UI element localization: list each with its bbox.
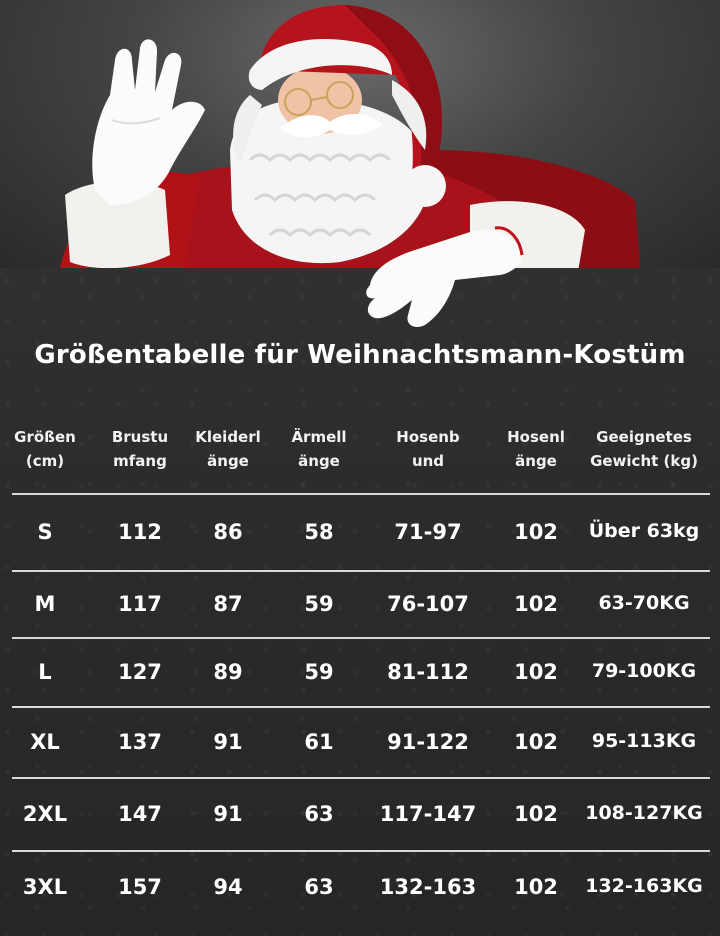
row-divider <box>12 777 710 779</box>
table-cell: 79-100KG <box>591 660 697 682</box>
table-cell: 71-97 <box>394 520 462 544</box>
table-cell: 157 <box>118 875 162 899</box>
table-cell: 102 <box>514 802 558 826</box>
column-header: Hosenl änge <box>491 425 581 473</box>
table-cell: 117-147 <box>379 802 477 826</box>
size-label: XL <box>30 730 60 754</box>
table-cell: 89 <box>213 660 243 684</box>
column-header-line: Hosenb <box>396 428 460 446</box>
column-header-line: Hosenl <box>507 428 565 446</box>
table-cell: 117 <box>118 592 162 616</box>
column-header: Kleiderl änge <box>183 425 273 473</box>
page-title: Größentabelle für Weihnachtsmann-Kostüm <box>34 340 686 370</box>
table-cell: 61 <box>304 730 334 754</box>
table-cell: 94 <box>213 875 243 899</box>
table-cell: 102 <box>514 660 558 684</box>
table-cell: 112 <box>118 520 162 544</box>
column-header: Ärmell änge <box>274 425 364 473</box>
table-cell: 132-163KG <box>585 875 703 897</box>
row-divider <box>12 570 710 572</box>
column-header: Geeignetes Gewicht (kg) <box>574 425 714 473</box>
row-divider <box>12 493 710 495</box>
table-cell: 76-107 <box>387 592 469 616</box>
column-header: Hosenb und <box>368 425 488 473</box>
column-header-line: mfang <box>113 452 167 470</box>
table-cell: 102 <box>514 730 558 754</box>
table-cell: 91 <box>213 730 243 754</box>
table-cell: 102 <box>514 875 558 899</box>
table-cell: Über 63kg <box>588 520 700 542</box>
row-divider <box>12 637 710 639</box>
row-divider <box>12 850 710 852</box>
column-header-line: und <box>411 452 445 470</box>
table-cell: 137 <box>118 730 162 754</box>
column-header: Größen (cm) <box>5 425 85 473</box>
table-cell: 81-112 <box>387 660 469 684</box>
column-header-line: änge <box>298 452 340 470</box>
table-cell: 59 <box>304 592 334 616</box>
table-cell: 127 <box>118 660 162 684</box>
table-cell: 58 <box>304 520 334 544</box>
column-header: Brustu mfang <box>95 425 185 473</box>
column-header-line: änge <box>515 452 557 470</box>
row-divider <box>12 706 710 708</box>
size-label: S <box>37 520 53 544</box>
column-header-line: Geeignetes <box>596 428 692 446</box>
column-header-line: Ärmell <box>291 428 347 446</box>
table-cell: 86 <box>213 520 243 544</box>
table-cell: 87 <box>213 592 243 616</box>
table-cell: 63 <box>304 875 334 899</box>
table-cell: 102 <box>514 592 558 616</box>
table-cell: 63 <box>304 802 334 826</box>
size-label: M <box>34 592 56 616</box>
table-cell: 63-70KG <box>598 592 690 614</box>
table-cell: 91-122 <box>387 730 469 754</box>
size-label: L <box>38 660 52 684</box>
column-header-line: änge <box>207 452 249 470</box>
santa-illustration <box>60 5 640 268</box>
size-label: 2XL <box>22 802 68 826</box>
table-cell: 132-163 <box>379 875 477 899</box>
column-header-line: Brustu <box>111 428 169 446</box>
column-header-line: (cm) <box>25 452 65 470</box>
column-header-line: Kleiderl <box>195 428 261 446</box>
column-header-line: Größen <box>14 428 76 446</box>
table-cell: 147 <box>118 802 162 826</box>
column-header-line: Gewicht (kg) <box>590 452 698 470</box>
chalkboard-background <box>0 268 720 936</box>
santa-photo <box>0 0 720 268</box>
size-label: 3XL <box>22 875 68 899</box>
table-cell: 91 <box>213 802 243 826</box>
table-cell: 102 <box>514 520 558 544</box>
table-cell: 95-113KG <box>591 730 697 752</box>
table-cell: 108-127KG <box>585 802 703 824</box>
table-cell: 59 <box>304 660 334 684</box>
